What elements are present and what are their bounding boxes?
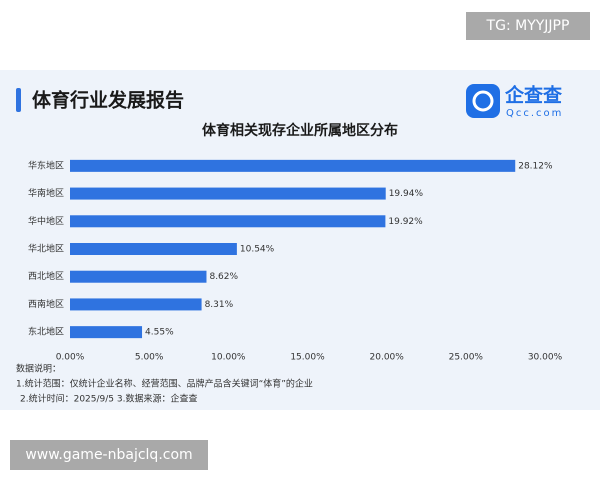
bar [70, 326, 143, 339]
x-tick-label: 25.00% [449, 353, 484, 363]
value-label: 28.12% [518, 161, 553, 171]
x-tick-label: 15.00% [290, 353, 325, 363]
watermark-box [466, 12, 590, 40]
panel [0, 70, 600, 410]
note: 2.统计时间：2025/9/5 3.数据来源：企查查 [20, 393, 197, 405]
value-label: 8.62% [209, 272, 238, 282]
watermark: TG: MYYJJPP [486, 18, 570, 34]
x-tick-label: 10.00% [211, 353, 246, 363]
logo-icon [466, 84, 500, 118]
title-accent [16, 88, 21, 112]
logo-ring [472, 90, 494, 112]
note: 数据说明： [16, 363, 61, 375]
x-tick-label: 0.00% [56, 353, 85, 363]
bar [70, 187, 386, 200]
x-tick-label: 20.00% [370, 353, 405, 363]
note: 1.统计范围：仅统计企业名称、经营范围、品牌产品含关键词“体育”的企业 [16, 378, 313, 390]
value-label: 8.31% [205, 300, 234, 310]
y-tick-label: 华北地区 [28, 243, 64, 255]
bar [70, 298, 202, 311]
value-label: 19.92% [388, 217, 423, 227]
y-tick-label: 华中地区 [28, 215, 64, 227]
bar [70, 159, 516, 172]
y-tick-label: 华南地区 [28, 187, 64, 199]
footer-url: www.game-nbajclq.com [25, 447, 192, 463]
value-label: 4.55% [145, 328, 174, 338]
footer-box [10, 440, 208, 470]
y-tick-label: 西南地区 [28, 298, 64, 310]
value-label: 19.94% [389, 189, 424, 199]
logo-name: 企查查 [504, 84, 563, 107]
bar [70, 243, 237, 255]
bar [70, 215, 386, 228]
chart: 0.00% 5.00% 10.00% 15.00% 20.00% 25.00% 30.00%… [28, 159, 563, 362]
logo-domain: Qcc.com [506, 108, 563, 119]
y-tick-label: 西北地区 [28, 270, 64, 282]
x-tick-label: 5.00% [135, 353, 164, 363]
y-tick-label: 华东地区 [28, 159, 64, 171]
value-label: 10.54% [240, 245, 275, 255]
x-tick-label: 30.00% [528, 353, 563, 363]
chart-title: 体育相关现存企业所属地区分布 [202, 122, 398, 139]
y-tick-label: 东北地区 [28, 326, 64, 338]
bar [70, 270, 207, 283]
report-title: 体育行业发展报告 [32, 89, 184, 112]
